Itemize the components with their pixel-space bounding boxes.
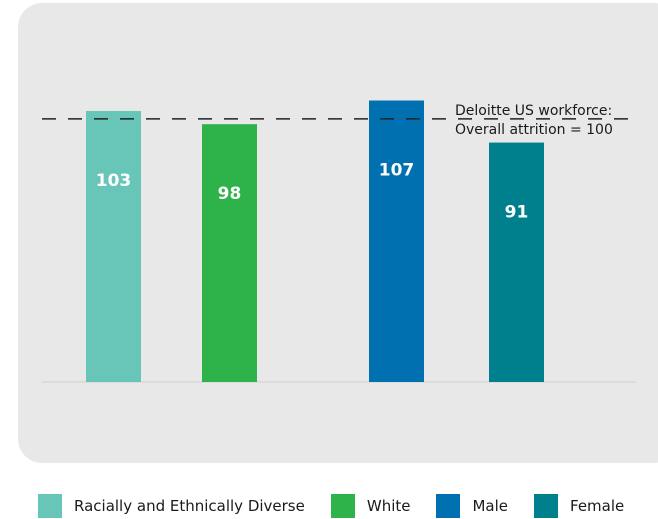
annotation-line-2: Overall attrition = 100 — [455, 122, 613, 138]
annotation-line-1: Deloitte US workforce: — [455, 103, 613, 119]
bar-male — [369, 100, 424, 382]
legend-item-diverse: Racially and Ethnically Diverse — [38, 494, 305, 518]
legend-swatch-male — [436, 494, 461, 518]
legend-swatch-diverse — [38, 494, 62, 518]
legend-label-female: Female — [570, 497, 625, 515]
bar-diverse — [86, 111, 141, 383]
legend-swatch-white — [330, 494, 355, 518]
bar-female — [489, 142, 544, 382]
legend-label-male: Male — [472, 497, 509, 515]
value-label-male: 107 — [379, 161, 415, 181]
legend-item-white: White — [330, 494, 411, 518]
legend-label-white: White — [366, 497, 411, 515]
value-label-white: 98 — [218, 184, 242, 204]
legend-item-male: Male — [436, 494, 508, 518]
legend-item-female: Female — [534, 494, 624, 518]
value-label-diverse: 103 — [96, 171, 132, 191]
reference-annotation: Deloitte US workforce: Overall attrition… — [455, 102, 613, 140]
value-label-female: 91 — [505, 203, 529, 223]
legend-label-diverse: Racially and Ethnically Diverse — [74, 497, 305, 515]
bar-white — [202, 124, 257, 382]
legend: Racially and Ethnically Diverse White Ma… — [38, 494, 650, 518]
legend-swatch-female — [534, 494, 559, 518]
